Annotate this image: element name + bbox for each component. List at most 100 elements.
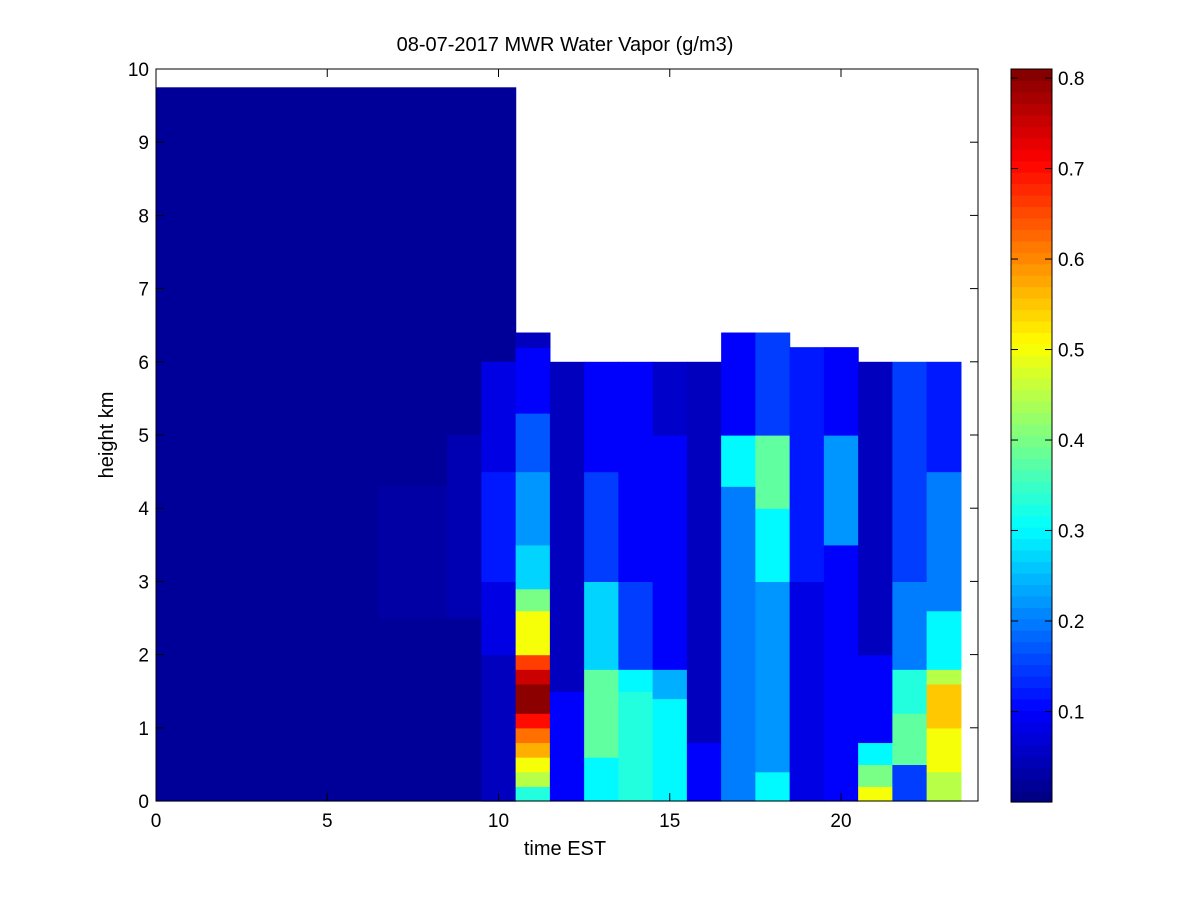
heatmap-cell (515, 683, 551, 714)
heatmap-cell (823, 347, 859, 436)
colorbar-band (1011, 607, 1052, 620)
colorbar-band (1011, 401, 1052, 414)
heatmap-cell (926, 361, 962, 473)
heatmap-cell (515, 347, 551, 414)
colorbar-band (1011, 91, 1052, 104)
axis-ticks (155, 68, 978, 802)
heatmap-cell (447, 435, 482, 619)
colorbar-band (1011, 332, 1052, 345)
colorbar-band (1011, 206, 1052, 219)
heatmap-cell (755, 332, 791, 436)
heatmap-cell (892, 361, 928, 582)
colorbar-band (1011, 309, 1052, 322)
heatmap-cell (823, 691, 859, 802)
colorbar-band (1011, 641, 1052, 654)
heatmap-cell (481, 654, 517, 802)
heatmap-cell (481, 361, 517, 473)
colorbar-band (1011, 756, 1052, 769)
colorbar-band (1011, 286, 1052, 299)
x-axis-label: time EST (524, 838, 606, 860)
colorbar-band (1011, 320, 1052, 334)
colorbar-frame (1010, 68, 1053, 803)
colorbar-band (1011, 550, 1052, 563)
colorbar-band (1011, 687, 1052, 700)
heatmap-cell (515, 742, 551, 758)
heatmap-cell (481, 581, 517, 656)
y-tick-label: 0 (138, 792, 149, 813)
colorbar-tick-label: 0.4 (1058, 431, 1085, 452)
heatmap-cell (926, 727, 962, 773)
colorbar-tick-label: 0.5 (1058, 341, 1084, 362)
colorbar-band (1011, 767, 1052, 780)
heatmap-cell (789, 347, 825, 582)
heatmap-cell (858, 361, 893, 656)
colorbar-band (1011, 252, 1052, 265)
heatmap-cell (515, 544, 551, 590)
heatmap-cell (618, 361, 654, 582)
colorbar-band (1011, 790, 1052, 803)
colorbar-band (1011, 458, 1052, 471)
colorbar-band (1011, 698, 1052, 711)
colorbar-band (1011, 80, 1052, 93)
heatmap-cell (515, 654, 551, 670)
heatmap-cell (755, 435, 791, 509)
colorbar-band (1011, 194, 1052, 208)
heatmap-cell (584, 669, 619, 758)
colorbar-band (1011, 446, 1052, 459)
colorbar-band (1011, 504, 1052, 517)
colorbar-band (1011, 126, 1052, 139)
heatmap-cell (892, 764, 928, 802)
colorbar-band (1011, 412, 1052, 425)
colorbar-bands (1011, 69, 1052, 803)
colorbar-tick-label: 0.6 (1058, 250, 1084, 271)
colorbar-band (1011, 275, 1052, 288)
colorbar-band (1011, 481, 1052, 494)
heatmap-cells (156, 87, 962, 802)
y-tick-label: 2 (138, 646, 149, 667)
y-tick-label: 10 (128, 60, 149, 81)
heatmap-cell (721, 654, 756, 802)
y-tick-label: 8 (138, 206, 149, 227)
heatmap-cell (584, 581, 619, 670)
colorbar-band (1011, 69, 1052, 82)
colorbar-band (1011, 538, 1052, 551)
heatmap-cell (515, 669, 551, 685)
heatmap-cell (515, 771, 551, 787)
colorbar-band (1011, 137, 1052, 150)
colorbar-band (1011, 103, 1052, 116)
colorbar-band (1011, 149, 1052, 162)
heatmap-cell (584, 361, 619, 473)
colorbar-band (1011, 343, 1052, 356)
heatmap-cell (721, 486, 756, 656)
heatmap-cell (926, 683, 962, 729)
heatmap-cell (618, 669, 654, 692)
heatmap-cell (755, 508, 791, 582)
heatmap-cell (858, 742, 893, 765)
heatmap-cell (618, 757, 654, 802)
colorbar-band (1011, 527, 1052, 540)
heatmap-cell (515, 727, 551, 744)
heatmap-cell (618, 691, 654, 758)
y-tick-label: 9 (138, 133, 149, 154)
heatmap-cell (584, 757, 619, 802)
heatmap-cell (652, 361, 688, 436)
heatmap-cell (515, 471, 551, 546)
colorbar-tick-label: 0.1 (1058, 703, 1084, 724)
heatmap-cell (515, 413, 551, 473)
colorbar-band (1011, 572, 1052, 585)
colorbar-band (1011, 240, 1052, 253)
colorbar-tick-label: 0.3 (1058, 522, 1084, 543)
heatmap-cell (892, 581, 928, 670)
colorbar-band (1011, 721, 1052, 734)
colorbar-band (1011, 298, 1052, 311)
heatmap-cell (823, 435, 859, 546)
y-tick-label: 7 (138, 280, 149, 301)
heatmap-cell (584, 471, 619, 582)
heatmap-cell (755, 581, 791, 773)
heatmap-cell (926, 471, 962, 612)
heatmap-cell (721, 332, 756, 436)
heatmap-cell (926, 610, 962, 670)
colorbar-band (1011, 435, 1052, 448)
colorbar-tick-label: 0.8 (1058, 69, 1084, 90)
